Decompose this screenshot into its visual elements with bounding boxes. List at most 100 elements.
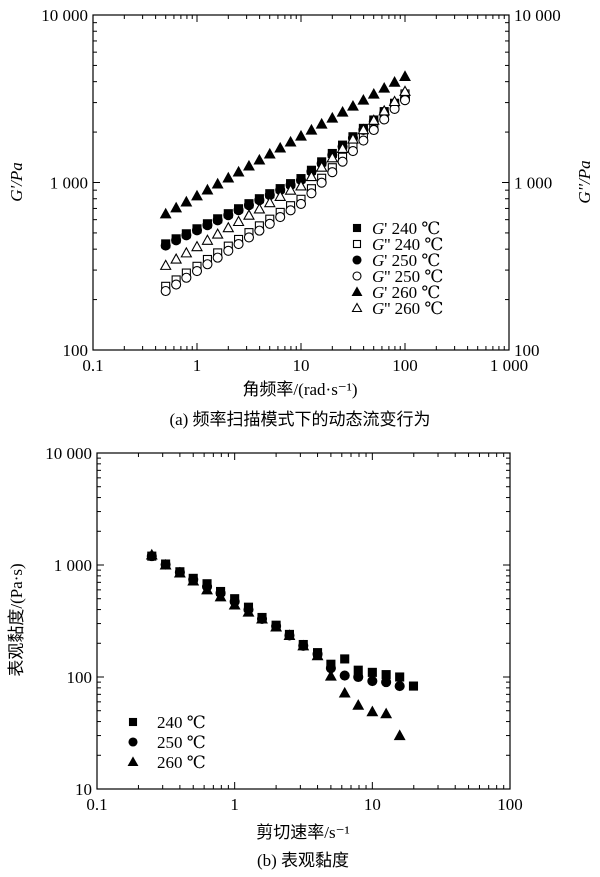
y-tick-label: 1 000 [50,174,88,193]
legend-marker [352,223,362,233]
data-point [378,104,391,116]
data-point [171,235,182,246]
x-tick-label: 1 [193,356,202,375]
legend-marker [128,717,138,727]
data-point [305,123,318,135]
data-point [223,245,234,256]
x-tick-label: 1 000 [490,356,528,375]
data-point [232,165,245,177]
series-250- [146,551,405,692]
y-tick-label: 10 [75,780,92,799]
data-point [340,654,350,664]
legend-label: 260 ℃ [157,753,206,772]
data-point [170,252,183,264]
legend-label: G'' 250 ℃ [372,267,443,286]
x-tick-label: 0.1 [82,356,103,375]
x-tick-label: 1 [230,795,239,814]
y-tick-label: 100 [63,341,89,360]
legend-item: G' 260 ℃ [351,283,440,302]
data-point [170,201,183,213]
data-point [212,215,223,226]
data-point [180,246,193,258]
legend-label: G'' 260 ℃ [372,299,443,318]
data-point [222,171,235,183]
data-point [233,239,244,250]
data-point [336,105,349,117]
data-point [327,167,338,178]
data-point [180,195,193,207]
data-point [316,177,327,188]
data-point [315,161,328,172]
data-point [353,671,364,683]
data-point [223,210,234,221]
data-point [211,227,224,239]
data-point [191,189,203,201]
data-point [368,124,379,136]
data-point [352,699,365,710]
legend-item: G' 240 ℃ [352,219,440,238]
data-point [263,147,276,159]
y-tick-label: 10 000 [45,444,92,463]
data-point [201,234,214,245]
legend-marker [352,271,362,281]
data-point [337,156,348,167]
data-point [173,566,186,578]
data-point [295,129,307,141]
legend-label: G'' 240 ℃ [372,235,443,254]
legend-marker [127,756,139,767]
data-point [357,93,370,105]
data-point [339,670,350,681]
data-point [338,686,351,698]
data-point [263,196,276,208]
legend-marker [351,302,363,313]
data-point [395,672,405,682]
legend-marker [128,737,138,747]
data-point [399,85,411,96]
data-point [145,548,158,560]
data-point [253,153,266,165]
plot-frame [96,452,511,790]
data-point [408,681,419,691]
data-point [171,279,182,290]
data-point [347,99,359,111]
legend-item: 250 ℃ [128,733,206,752]
data-point [336,142,349,153]
series-G-250- [160,95,411,297]
data-point [243,209,255,220]
data-point [295,198,307,209]
data-point [315,117,328,129]
y-tick-label: 100 [67,668,93,687]
data-point [159,259,172,270]
data-point [388,95,401,107]
legend-label: G' 260 ℃ [372,283,440,302]
data-point [367,114,380,125]
data-point [357,123,370,135]
x-tick-label: 0.1 [86,795,107,814]
data-point [211,177,224,189]
data-point [311,649,324,661]
data-point [191,266,203,277]
data-point [228,598,241,610]
legend-label: 240 ℃ [157,713,206,732]
series-240- [147,551,419,691]
data-point [233,205,244,216]
data-point [256,612,268,624]
data-point [243,232,255,243]
x-tick-label: 100 [497,795,523,814]
legend-item: G'' 250 ℃ [352,267,443,286]
data-point [324,669,337,681]
legend-item: G'' 260 ℃ [351,299,443,318]
data-point [181,230,192,241]
data-point [159,558,172,570]
data-point [366,705,379,717]
data-point [202,220,213,231]
data-point [378,82,391,93]
data-point [367,676,378,687]
data-point [297,639,310,651]
data-point [284,184,297,195]
data-point [393,729,406,741]
data-point [191,240,203,252]
data-point [253,202,266,214]
data-point [295,179,307,191]
